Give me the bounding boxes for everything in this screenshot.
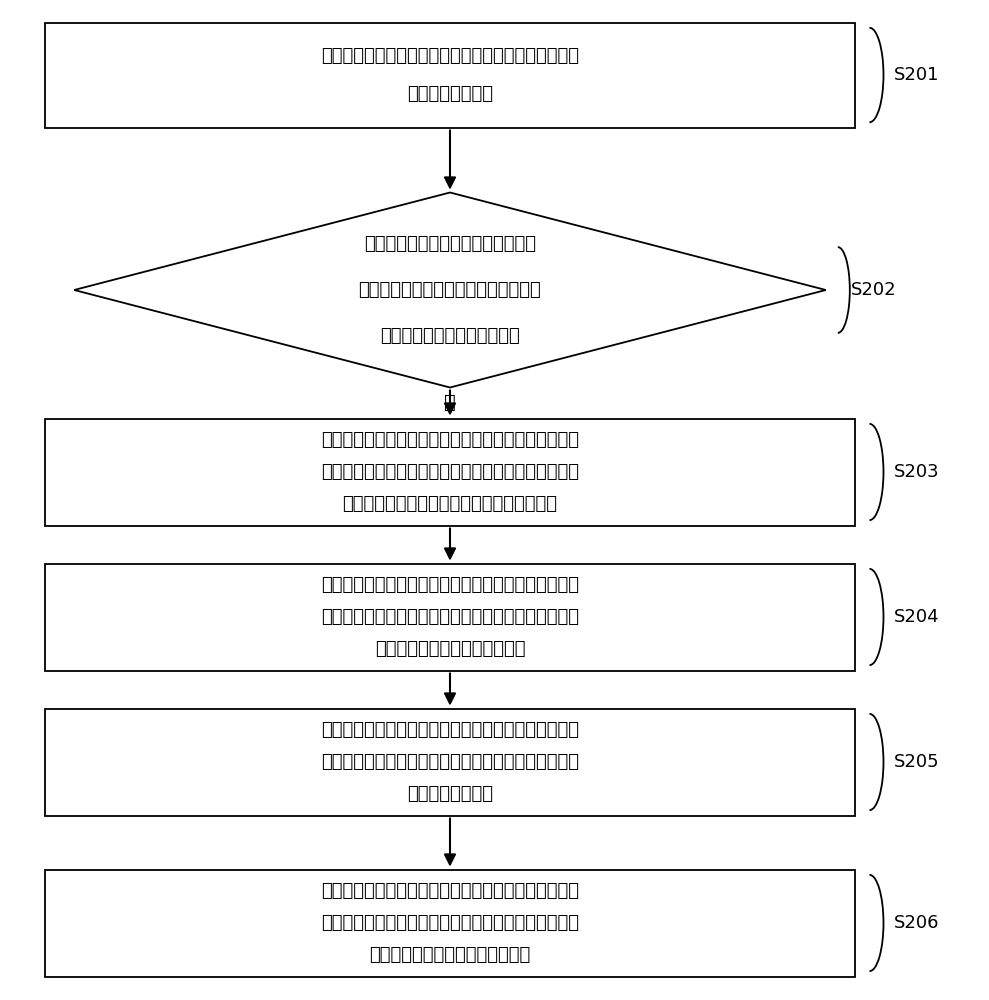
Text: S202: S202 <box>851 281 896 299</box>
Text: S204: S204 <box>893 608 940 626</box>
Bar <box>45 708 855 816</box>
Polygon shape <box>74 192 826 387</box>
Text: 用所述动态链接库: 用所述动态链接库 <box>407 785 493 803</box>
Bar <box>45 22 855 127</box>
Text: 指示模拟处理器单元将所述动态链接库转换为第二代码: 指示模拟处理器单元将所述动态链接库转换为第二代码 <box>321 882 579 900</box>
Text: 态链接库在所述内存中的起始地址、模拟处理器单元的: 态链接库在所述内存中的起始地址、模拟处理器单元的 <box>321 463 579 481</box>
Text: 处理器单元根据所述跳转表中的所述动态链接库在所述: 处理器单元根据所述跳转表中的所述动态链接库在所述 <box>321 721 579 739</box>
Bar <box>45 564 855 670</box>
Text: 链接库装载到内存: 链接库装载到内存 <box>407 85 493 103</box>
Text: 类型是否属于同一指令集类型: 类型是否属于同一指令集类型 <box>380 327 520 345</box>
Text: S201: S201 <box>893 66 939 84</box>
Text: 在装载完应用程序后，将所述应用程序需要调用的动态: 在装载完应用程序后，将所述应用程序需要调用的动态 <box>321 47 579 65</box>
Text: 判断所述动态链接库的第一代码指令: 判断所述动态链接库的第一代码指令 <box>364 235 536 253</box>
Text: 集类型与处理器单元的第二代码指令集: 集类型与处理器单元的第二代码指令集 <box>359 281 541 299</box>
Bar <box>45 418 855 526</box>
Text: 模拟处理器单元进行初始化配置: 模拟处理器单元进行初始化配置 <box>375 640 525 658</box>
Text: 为所述第二代码指令集类型的代码: 为所述第二代码指令集类型的代码 <box>369 946 531 964</box>
Text: 构建所述动态链接库的跳转表，所述跳转表包括所述动: 构建所述动态链接库的跳转表，所述跳转表包括所述动 <box>321 431 579 449</box>
Text: 述跳转表中的所述模拟处理器单元的初始化信息对所述: 述跳转表中的所述模拟处理器单元的初始化信息对所述 <box>321 608 579 626</box>
Text: 内存中的起始地址指示模拟处理器单元从所述内存中调: 内存中的起始地址指示模拟处理器单元从所述内存中调 <box>321 753 579 771</box>
Text: 起始地址和所述模拟处理器单元的初始化信息: 起始地址和所述模拟处理器单元的初始化信息 <box>342 495 558 513</box>
Text: 否: 否 <box>444 393 456 412</box>
Text: S205: S205 <box>893 753 940 771</box>
Text: 响应所述应用程序调用所述动态链接库的指令，根据所: 响应所述应用程序调用所述动态链接库的指令，根据所 <box>321 576 579 594</box>
Text: S203: S203 <box>893 463 940 481</box>
Text: 指令集类型的代码并运行获取执行结果，所述执行结果: 指令集类型的代码并运行获取执行结果，所述执行结果 <box>321 914 579 932</box>
Text: S206: S206 <box>893 914 939 932</box>
Bar <box>45 869 855 976</box>
